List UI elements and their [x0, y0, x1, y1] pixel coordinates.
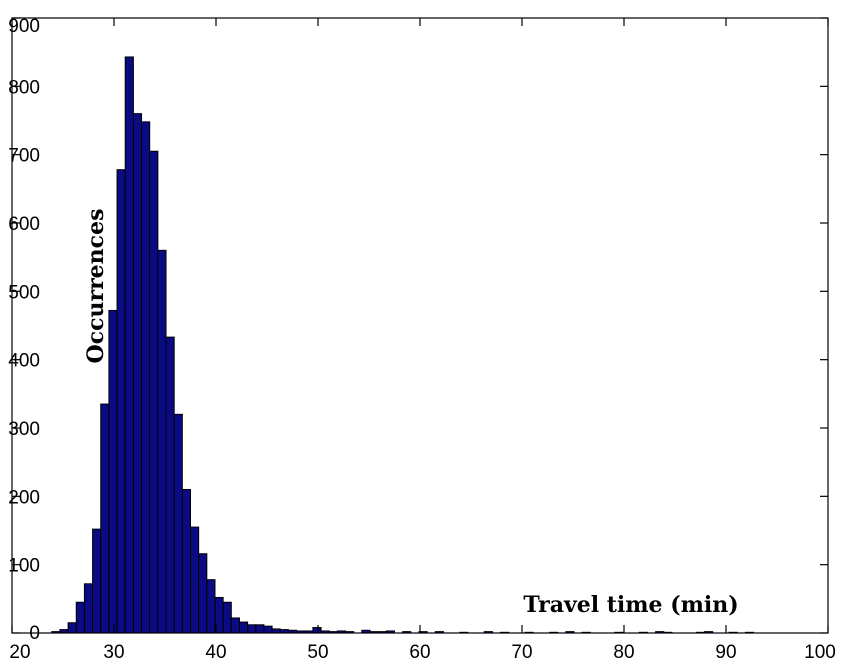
histogram-bar [173, 413, 183, 634]
histogram-bar [149, 150, 159, 634]
histogram-bar [312, 627, 322, 634]
x-tick-label: 100 [804, 642, 836, 663]
histogram-bar [116, 169, 126, 634]
histogram-bar [108, 309, 118, 634]
histogram-bar [198, 553, 208, 634]
histogram-bar [141, 121, 151, 634]
histogram-bar [124, 56, 134, 634]
x-tick-label: 40 [205, 642, 226, 663]
histogram-bar [222, 601, 232, 634]
x-tick-label: 20 [9, 642, 30, 663]
histogram-bar [157, 249, 167, 634]
y-tick-label: 300 [8, 419, 40, 440]
histogram-bar [206, 579, 216, 634]
x-tick-label: 90 [715, 642, 736, 663]
histogram-bar [83, 583, 94, 634]
y-tick-label: 200 [8, 487, 40, 508]
histogram-bar [181, 489, 191, 634]
x-tick-label: 60 [409, 642, 430, 663]
axis-ticks: 20 30 40 50 60 70 80 90 100 0 100 200 300 400 500 600 70… [8, 16, 836, 663]
y-tick-label: 500 [8, 282, 40, 303]
x-tick-label: 70 [511, 642, 532, 663]
histogram-bar [190, 526, 200, 634]
y-tick-label: 800 [8, 77, 40, 98]
histogram-bar [255, 624, 265, 634]
histogram-bar [67, 622, 77, 634]
histogram-bar [75, 601, 85, 634]
y-tick-label: 600 [8, 214, 40, 235]
y-axis-title: Occurrences [83, 209, 109, 364]
histogram-bar [230, 617, 240, 634]
histogram-bar [271, 628, 281, 634]
x-tick-label: 50 [307, 642, 328, 663]
histogram-bar [263, 625, 273, 634]
histogram-bar [100, 403, 110, 634]
histogram-bar [165, 336, 175, 634]
y-tick-label: 100 [8, 556, 40, 577]
histogram-bar [247, 624, 257, 634]
y-tick-label: 900 [8, 16, 40, 37]
y-tick-label: 0 [29, 623, 40, 644]
y-tick-label: 400 [8, 351, 40, 372]
histogram-bar [92, 528, 102, 634]
x-tick-label: 80 [613, 642, 634, 663]
x-axis-title: Travel time (min) [523, 592, 738, 618]
x-tick-label: 30 [103, 642, 124, 663]
histogram-bar [132, 113, 143, 634]
histogram-bar [238, 621, 249, 634]
y-tick-label: 700 [8, 146, 40, 167]
